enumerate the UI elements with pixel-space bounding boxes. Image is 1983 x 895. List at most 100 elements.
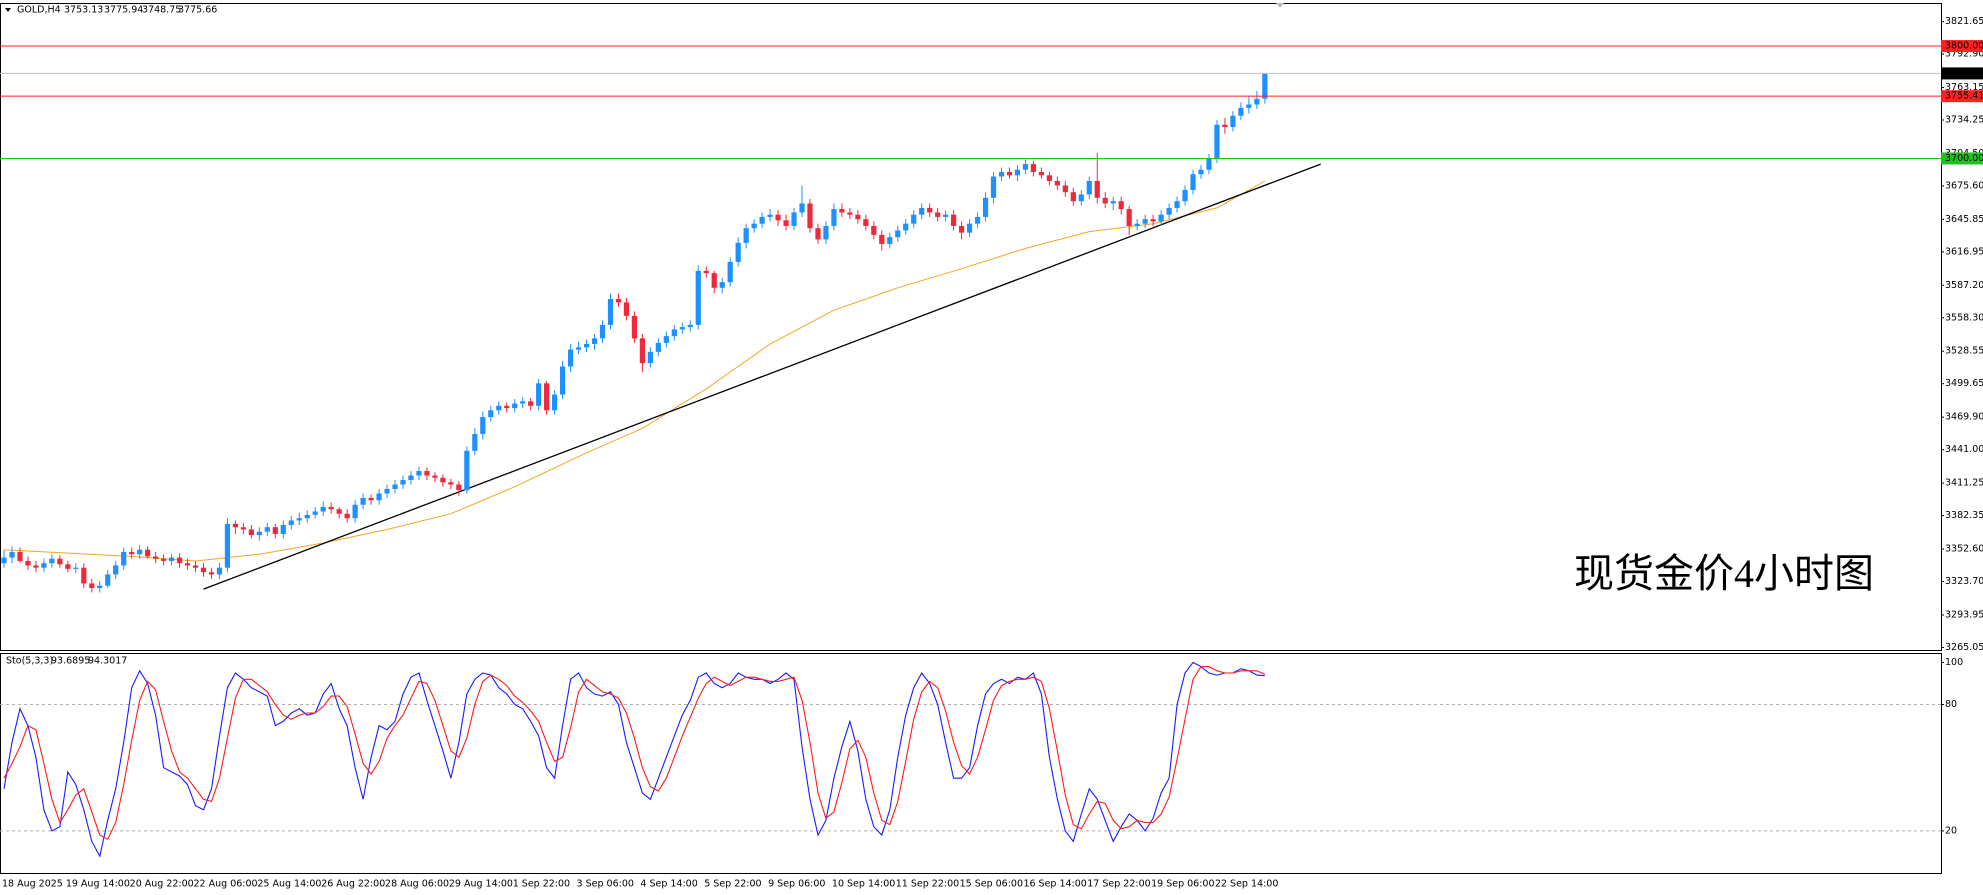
candle-body	[966, 223, 973, 233]
candle-body	[89, 583, 95, 588]
candle-body	[560, 366, 566, 395]
candle-body	[783, 220, 789, 226]
candle-body	[679, 327, 685, 330]
candle-body	[73, 567, 79, 569]
candle-body	[1254, 98, 1260, 105]
y-tick-label: 3792.90	[1945, 49, 1983, 60]
candle-body	[1014, 169, 1021, 176]
y-tick-label: 100	[1945, 657, 1963, 668]
candle-body	[1134, 223, 1140, 226]
candle-body	[1022, 164, 1029, 170]
candle-body	[272, 527, 278, 534]
candle-body	[416, 471, 422, 476]
candle-body	[256, 531, 262, 536]
candle-body	[464, 450, 470, 491]
header-close: 3775.66	[178, 5, 217, 16]
trend-line	[203, 163, 1321, 590]
candle-body	[751, 223, 757, 229]
candle-body	[1046, 175, 1052, 181]
candle-body	[328, 506, 334, 510]
candle-body	[647, 351, 653, 364]
candle-body	[512, 403, 518, 409]
candle-body	[895, 230, 901, 238]
current-price-label: 3775.66	[1945, 68, 1983, 79]
candle-body	[192, 565, 199, 568]
y-tick-label: 3558.30	[1945, 312, 1983, 323]
price-level-label: 3800.00	[1945, 41, 1983, 52]
candle-body	[1238, 107, 1244, 116]
candle-body	[312, 511, 318, 515]
candle-body	[990, 176, 997, 198]
candle-body	[743, 228, 749, 243]
candle-body	[799, 203, 805, 213]
candle-body	[448, 482, 454, 485]
candle-body	[775, 214, 781, 221]
y-tick-label: 80	[1945, 699, 1957, 710]
x-tick-label: 22 Sep 14:00	[1215, 879, 1278, 890]
candle-body	[1038, 171, 1044, 176]
moving-average	[3, 180, 1266, 562]
candle-body	[831, 209, 837, 226]
candle-body	[687, 324, 693, 328]
y-tick-label: 3675.60	[1945, 180, 1983, 191]
candle-body	[81, 567, 87, 584]
x-tick-label: 15 Sep 06:00	[960, 879, 1023, 890]
candle-body	[935, 212, 941, 217]
chart-title: GOLD,H4	[17, 5, 61, 16]
candle-body	[1110, 201, 1116, 204]
candle-body	[1006, 171, 1013, 176]
candle-body	[735, 242, 741, 262]
candle-body	[360, 498, 366, 505]
candle-body	[320, 506, 326, 512]
header-high: 3775.94	[104, 5, 143, 16]
candle-body	[168, 557, 175, 561]
candle-body	[216, 567, 223, 575]
y-tick-label: 3469.90	[1945, 412, 1983, 423]
y-tick-label: 3821.65	[1945, 16, 1983, 27]
y-tick-label: 3441.00	[1945, 444, 1983, 455]
x-tick-label: 19 Sep 06:00	[1151, 879, 1214, 890]
candle-body	[959, 225, 965, 233]
y-tick-label: 3763.15	[1945, 82, 1983, 93]
candle-body	[248, 529, 254, 536]
candle-body	[33, 565, 39, 568]
candle-body	[567, 349, 574, 367]
x-tick-label: 19 Aug 14:00	[66, 879, 130, 890]
x-tick-label: 20 Aug 22:00	[130, 879, 194, 890]
candle-body	[65, 564, 71, 569]
candle-body	[240, 527, 246, 530]
candle-body	[887, 237, 893, 244]
candle-body	[145, 549, 151, 557]
x-tick-label: 4 Sep 14:00	[640, 879, 697, 890]
candle-body	[1102, 197, 1108, 204]
x-tick-label: 18 Aug 2025	[2, 879, 63, 890]
candle-body	[1126, 209, 1132, 226]
x-tick-label: 1 Sep 22:00	[513, 879, 570, 890]
y-tick-label: 3528.55	[1945, 346, 1983, 357]
candle-body	[384, 489, 390, 494]
candle-body	[1030, 164, 1037, 172]
x-tick-label: 11 Sep 22:00	[896, 879, 959, 890]
y-tick-label: 3616.95	[1945, 246, 1983, 257]
candle-body	[208, 572, 215, 575]
candle-body	[719, 282, 725, 288]
annotation: 现货金价4小时图	[1574, 551, 1874, 596]
candle-body	[472, 433, 478, 451]
candle-body	[520, 401, 526, 404]
candle-body	[200, 567, 207, 573]
candle-body	[663, 336, 669, 343]
candle-body	[599, 324, 606, 339]
candle-body	[264, 527, 270, 532]
y-tick-label: 3499.65	[1945, 378, 1983, 389]
candle-body	[552, 394, 558, 411]
candle-body	[408, 475, 414, 481]
candle-body	[504, 405, 510, 409]
candle-body	[1174, 201, 1180, 208]
candle-body	[823, 225, 829, 240]
candle-body	[161, 558, 167, 561]
candle-body	[982, 197, 989, 217]
candle-body	[1150, 219, 1156, 222]
x-tick-label: 29 Aug 14:00	[449, 879, 513, 890]
